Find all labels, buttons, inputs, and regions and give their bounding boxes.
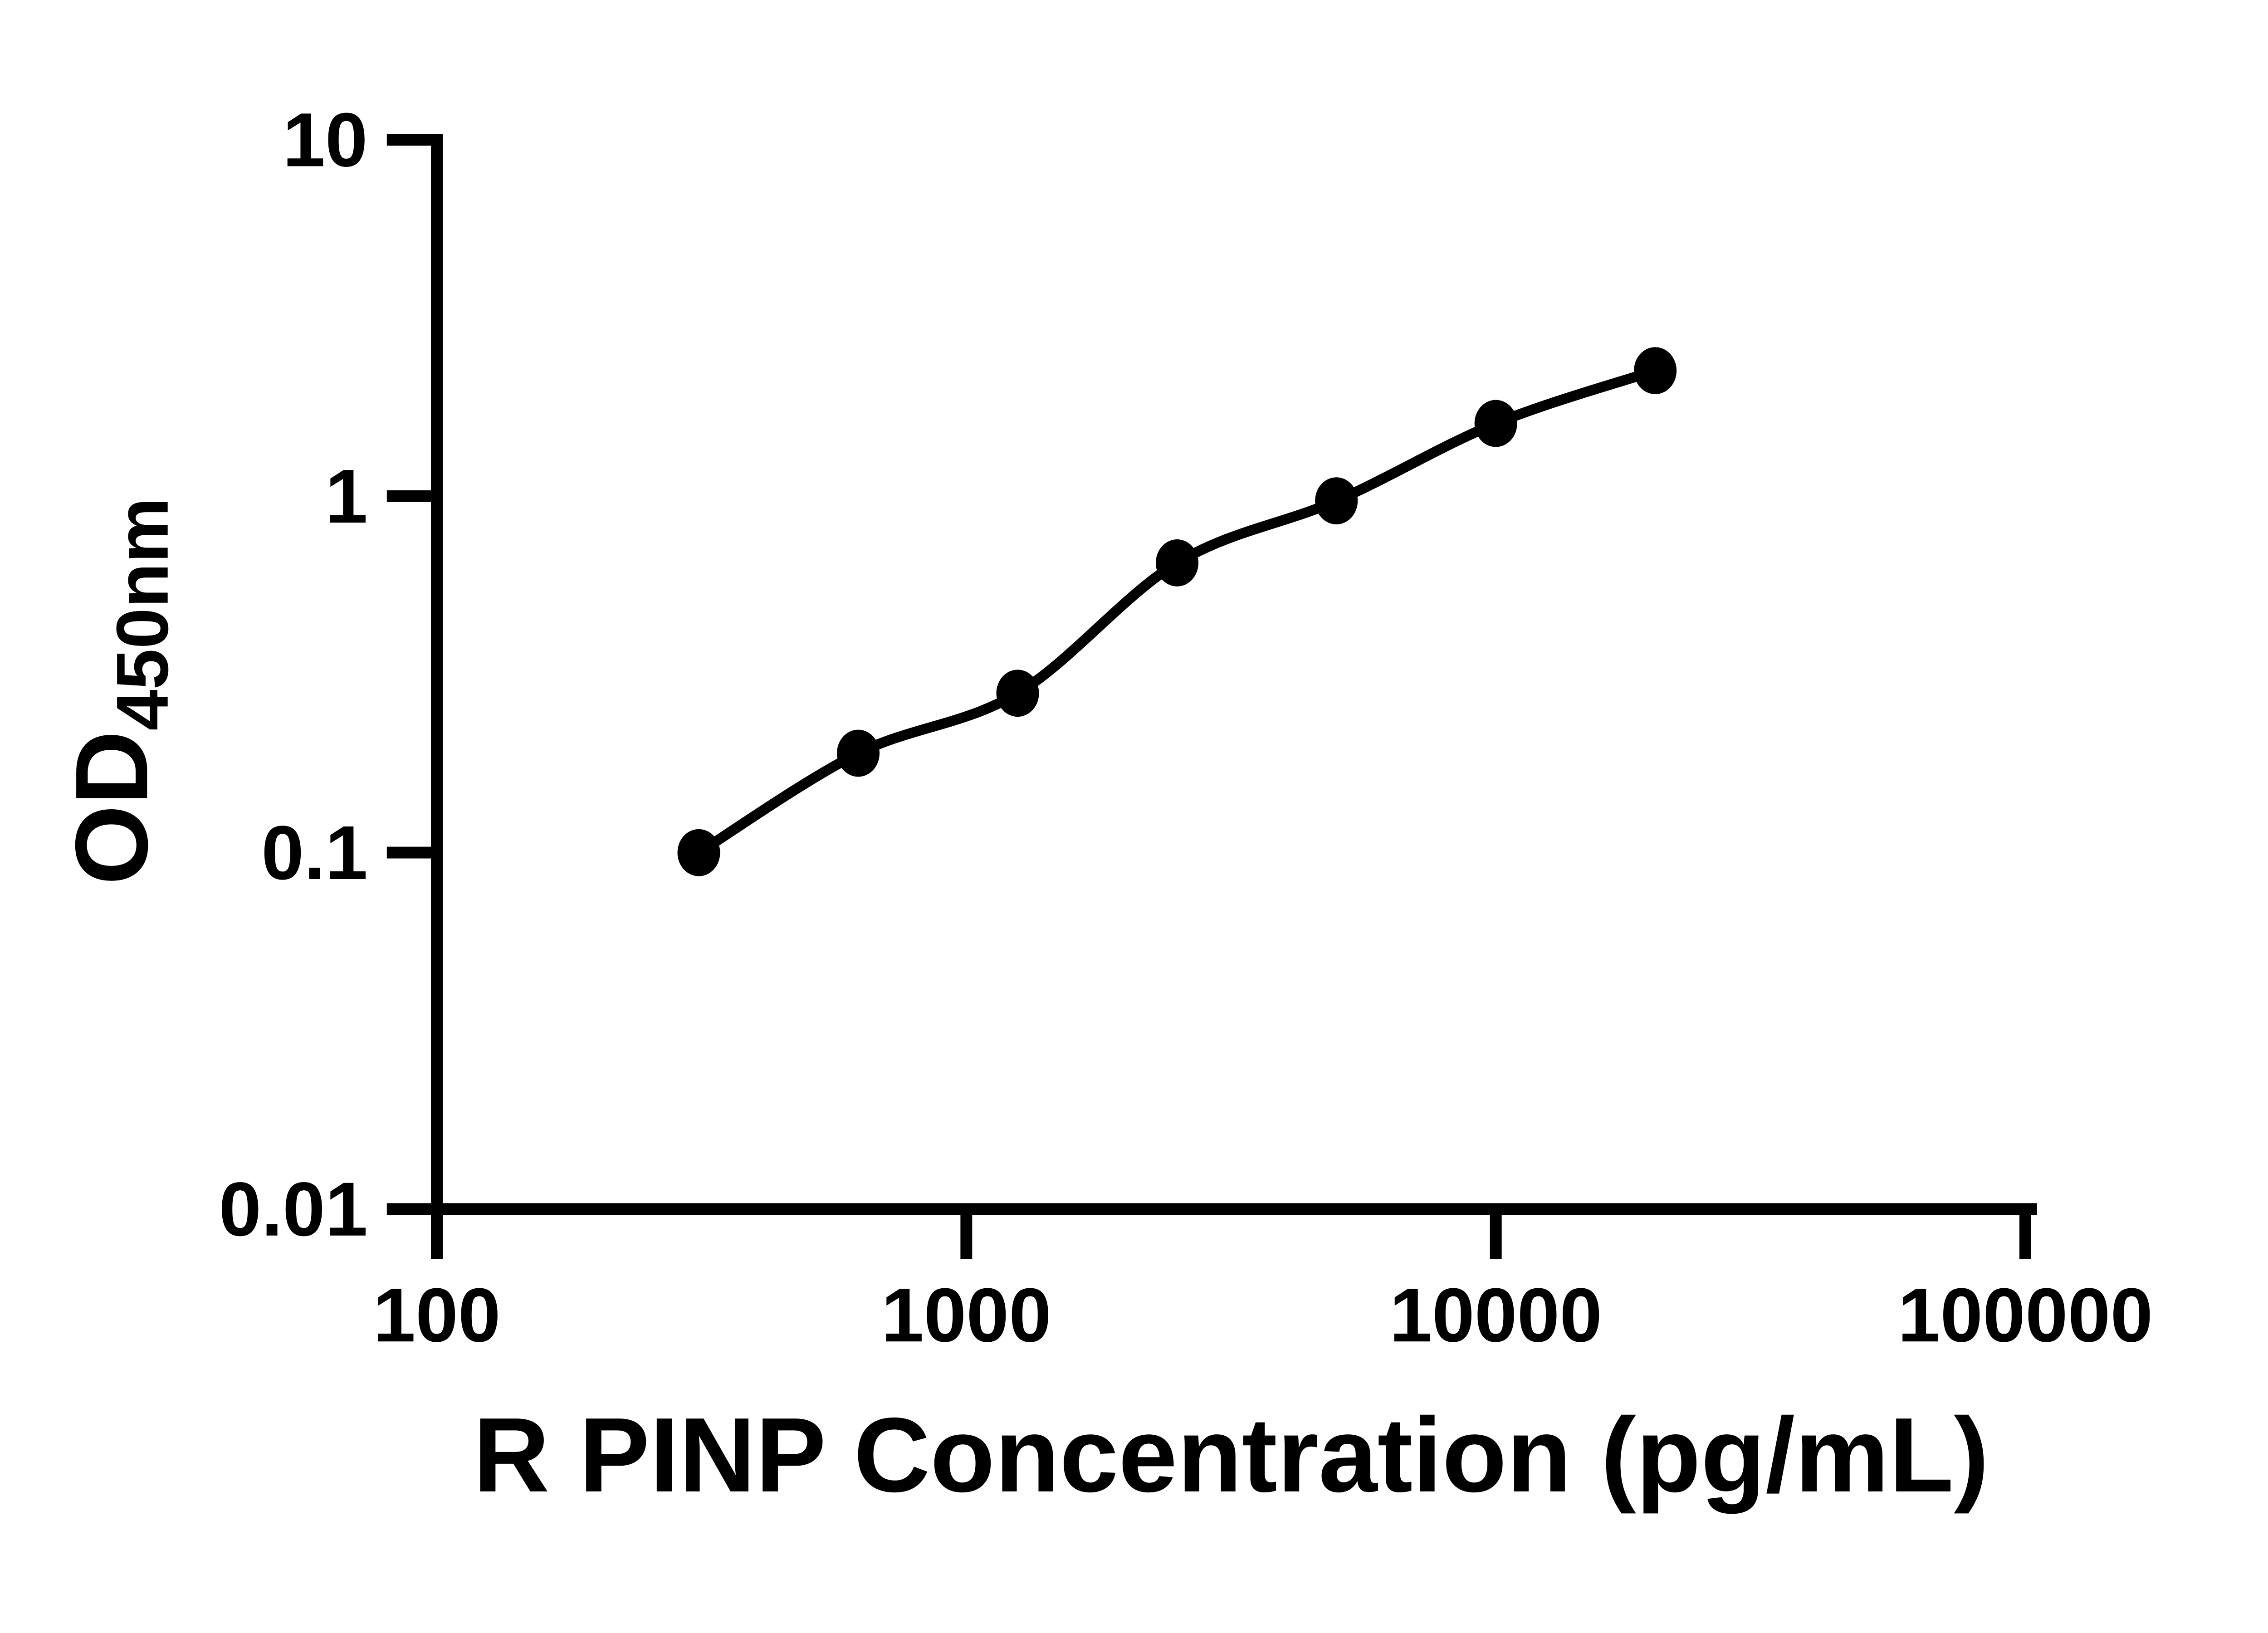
data-point-625: [837, 729, 880, 777]
elisa-standard-curve-figure: 10 1 0.1 0.01 100 1000 10000 100000 R PINP Conc…: [54, 97, 2153, 1514]
data-point-20000: [1634, 347, 1677, 394]
y-tick-label-1: 1: [325, 453, 368, 539]
y-tick-label-10: 10: [283, 97, 368, 182]
y-axis-title-main: OD: [54, 731, 169, 885]
y-tick-label-0.1: 0.1: [261, 810, 367, 895]
data-point-1250: [996, 670, 1039, 717]
x-tick-label-10000: 10000: [1389, 1272, 1602, 1358]
standard-curve-fit-line: [694, 365, 1661, 858]
y-axis-title-subscript: 450nm: [102, 498, 184, 731]
plot-layer: [677, 347, 1677, 876]
data-point-5000: [1315, 477, 1358, 524]
y-tick-label-0.01: 0.01: [219, 1166, 367, 1252]
x-axis-title: R PINP Concentration (pg/mL): [473, 1396, 1989, 1514]
x-tick-label-100: 100: [373, 1272, 500, 1358]
data-point-2500: [1155, 539, 1199, 587]
x-tick-label-100000: 100000: [1898, 1272, 2153, 1358]
y-axis-title: OD450nm: [54, 498, 183, 885]
data-point-10000: [1474, 400, 1517, 447]
data-point-312.5: [677, 829, 720, 876]
x-tick-label-1000: 1000: [881, 1272, 1051, 1358]
